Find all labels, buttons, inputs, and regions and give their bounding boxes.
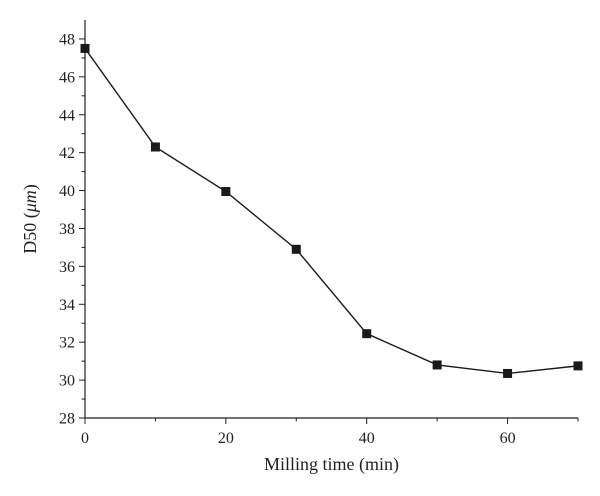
y-axis-title-unit: μm (20, 190, 40, 213)
tick-labels: 28 30 32 34 36 38 40 42 44 46 48 0 20 40 60 (59, 31, 516, 447)
y-tick-label: 30 (59, 373, 75, 390)
y-tick-label: 46 (59, 69, 75, 86)
y-tick-label: 48 (59, 31, 75, 48)
ticks (79, 38, 579, 424)
x-tick-label: 60 (500, 430, 516, 447)
x-tick-label: 20 (218, 430, 234, 447)
y-tick-label: 28 (59, 411, 75, 428)
series-line (84, 48, 579, 375)
data-point-marker (80, 43, 90, 53)
y-tick-label: 38 (59, 221, 75, 238)
x-axis-title: Milling time (min) (264, 454, 399, 475)
plot-area (80, 43, 583, 378)
data-point-marker (221, 187, 231, 197)
y-axis-title: D50 (μm) (20, 184, 41, 254)
y-tick-label: 36 (59, 259, 75, 276)
y-tick-label: 40 (59, 183, 75, 200)
data-point-marker (432, 360, 442, 370)
data-point-marker (503, 368, 513, 378)
y-tick-label: 42 (59, 145, 75, 162)
y-tick-label: 34 (59, 297, 75, 314)
y-tick-label: 32 (59, 335, 75, 352)
axes (84, 20, 578, 419)
data-point-marker (573, 361, 583, 371)
data-point-marker (291, 244, 301, 254)
x-tick-label: 0 (81, 430, 89, 447)
data-point-marker (150, 142, 160, 152)
y-axis-title-prefix: D50 ( (20, 212, 41, 254)
y-tick-label: 44 (59, 107, 75, 124)
y-axis-title-suffix: ) (20, 184, 41, 190)
x-tick-label: 40 (359, 430, 375, 447)
data-point-marker (362, 329, 372, 339)
